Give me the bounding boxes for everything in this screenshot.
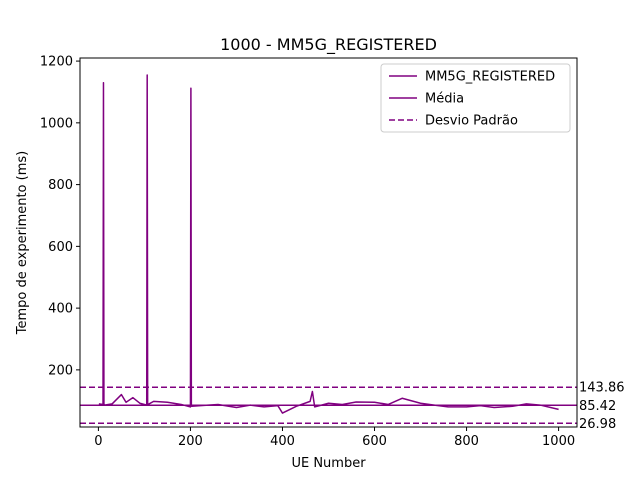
reference-value-label: 85.42 — [579, 399, 616, 414]
series-layer — [80, 74, 577, 425]
x-tick-label: 1000 — [542, 434, 575, 449]
y-tick-label: 800 — [48, 178, 73, 193]
x-tick-label: 400 — [270, 434, 295, 449]
x-axis-label: UE Number — [291, 456, 366, 471]
legend: MM5G_REGISTERED Média Desvio Padrão — [380, 63, 571, 133]
legend-label-stddev: Desvio Padrão — [425, 114, 518, 129]
x-tick-label: 800 — [454, 434, 479, 449]
y-tick-label: 1000 — [40, 116, 73, 131]
x-tick-label: 0 — [94, 434, 102, 449]
y-tick-label: 600 — [48, 240, 73, 255]
y-tick-label: 400 — [48, 302, 73, 317]
reference-value-label: 143.86 — [579, 381, 625, 396]
legend-label-series: MM5G_REGISTERED — [425, 70, 555, 85]
plot-frame — [79, 57, 578, 428]
y-tick-label: 200 — [48, 363, 73, 378]
x-tick-label: 200 — [178, 434, 203, 449]
chart-title: 1000 - MM5G_REGISTERED — [220, 35, 437, 55]
legend-box — [380, 63, 571, 133]
y-axis: 200 400 600 800 1000 1200 — [40, 55, 80, 378]
legend-label-mean: Média — [425, 92, 464, 107]
x-tick-label: 600 — [362, 434, 387, 449]
x-axis: 0 200 400 600 800 1000 — [94, 427, 575, 449]
reference-value-label: 26.98 — [579, 417, 616, 432]
y-tick-label: 1200 — [40, 55, 73, 70]
reference-labels: 143.86 85.42 26.98 — [579, 381, 625, 432]
y-axis-label: Tempo de experimento (ms) — [15, 151, 30, 335]
